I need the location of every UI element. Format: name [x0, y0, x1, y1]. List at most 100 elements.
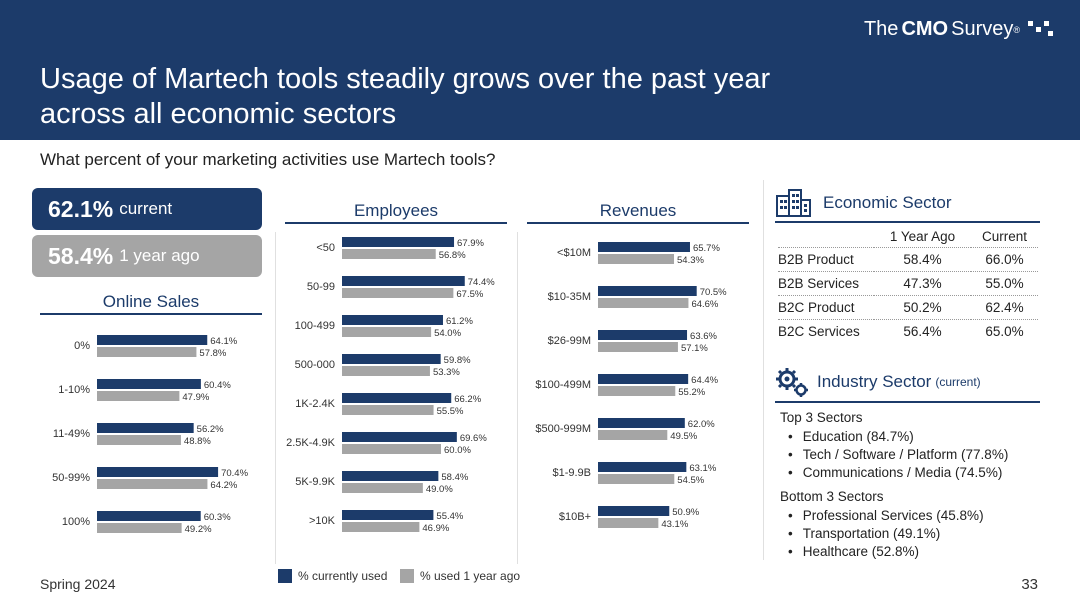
- bar-prior: [598, 430, 668, 440]
- revenues-title: Revenues: [599, 201, 677, 220]
- column-separator: [275, 232, 276, 564]
- bar-current: [342, 432, 457, 442]
- data-label: 66.2%: [454, 394, 481, 405]
- cmo-survey-logo: The CMO Survey ®: [864, 18, 1054, 41]
- sector-current: 55.0%: [971, 271, 1038, 296]
- data-label: 60.0%: [444, 445, 471, 456]
- bar-current: [342, 510, 434, 520]
- data-label: 60.3%: [204, 512, 231, 523]
- data-label: 47.9%: [182, 392, 209, 403]
- data-label: 61.2%: [446, 316, 473, 327]
- bar-current: [97, 379, 201, 389]
- logo-registered-mark: ®: [1013, 24, 1020, 35]
- data-label: 55.5%: [437, 406, 464, 417]
- data-label: 48.8%: [184, 436, 211, 447]
- page-title: Usage of Martech tools steadily grows ov…: [40, 63, 771, 130]
- revenues-rule: [527, 222, 749, 224]
- logo-text-survey: Survey: [951, 18, 1014, 40]
- list-item: Transportation (49.1%): [788, 525, 984, 543]
- data-label: 64.1%: [210, 336, 237, 347]
- data-label: 60.4%: [204, 380, 231, 391]
- bar-prior: [97, 479, 208, 489]
- data-label: 59.8%: [444, 355, 471, 366]
- list-item: Healthcare (52.8%): [788, 543, 984, 561]
- bar-prior: [342, 444, 441, 454]
- tick-label: 1K-2.4K: [295, 398, 335, 410]
- bar-current: [97, 335, 208, 345]
- bar-prior: [342, 327, 432, 337]
- legend-current: % currently used: [278, 569, 387, 583]
- data-label: 55.2%: [678, 387, 705, 398]
- bar-prior: [342, 483, 423, 493]
- data-label: 49.2%: [185, 524, 212, 535]
- tick-label: 50-99%: [52, 472, 90, 484]
- bar-current: [342, 276, 465, 286]
- data-label: 46.9%: [422, 523, 449, 534]
- data-label: 54.0%: [434, 328, 461, 339]
- data-label: 56.2%: [197, 424, 224, 435]
- bar-prior: [598, 254, 675, 264]
- tick-label: <$10M: [557, 247, 591, 259]
- bar-current: [598, 330, 688, 340]
- data-label: 56.8%: [439, 250, 466, 261]
- revenues-chart: <$10M 65.7%54.3% $10-35M 70.5%64.6% $26-99M 6…: [535, 242, 727, 530]
- tick-label: $10B+: [559, 511, 591, 523]
- data-label: 64.4%: [691, 375, 718, 386]
- footer-edition: Spring 2024: [40, 576, 116, 592]
- data-label: 57.8%: [199, 348, 226, 359]
- data-label: 43.1%: [661, 519, 688, 530]
- tick-label: 100%: [62, 516, 90, 528]
- table-header: Current: [982, 229, 1028, 244]
- economic-sector-table: 1 Year Ago Current B2B Product 58.4% 66.…: [778, 226, 1038, 343]
- sector-name: B2C Services: [778, 319, 874, 343]
- data-label: 53.3%: [433, 367, 460, 378]
- column-separator: [517, 232, 518, 564]
- table-row: B2B Services 47.3% 55.0%: [778, 271, 1038, 296]
- table-row: B2C Services 56.4% 65.0%: [778, 319, 1038, 343]
- tick-label: $10-35M: [548, 291, 591, 303]
- table-header-row: 1 Year Ago Current: [778, 226, 1038, 248]
- industry-sector-title: Industry Sector: [817, 372, 932, 391]
- list-item: Professional Services (45.8%): [788, 507, 984, 525]
- online-sales-rule: [40, 313, 262, 315]
- data-label: 64.2%: [210, 480, 237, 491]
- tick-label: >10K: [309, 515, 336, 527]
- data-label: 64.6%: [691, 299, 718, 310]
- bar-prior: [97, 523, 182, 533]
- online-sales-chart: 0% 64.1%57.8% 1-10% 60.4%47.9% 11-49% 56.2%48…: [52, 335, 249, 535]
- sector-current: 62.4%: [971, 295, 1038, 320]
- sector-name: B2B Product: [778, 247, 874, 272]
- legend-prior-label: % used 1 year ago: [420, 569, 521, 583]
- survey-question: What percent of your marketing activitie…: [40, 150, 496, 169]
- prior-value: 58.4%: [48, 242, 114, 269]
- tick-label: 5K-9.9K: [295, 476, 335, 488]
- data-label: 54.5%: [677, 475, 704, 486]
- bar-current: [342, 393, 452, 403]
- online-sales-title: Online Sales: [102, 292, 200, 311]
- economic-sector-header: Economic Sector: [775, 188, 952, 218]
- employees-chart: <50 67.9%56.8% 50-99 74.4%67.5% 100-499 61.2%…: [286, 237, 495, 534]
- bar-prior: [342, 366, 430, 376]
- data-label: 70.4%: [221, 468, 248, 479]
- bar-prior: [598, 474, 675, 484]
- data-label: 50.9%: [672, 507, 699, 518]
- bar-prior: [598, 298, 689, 308]
- bottom-sectors: Bottom 3 Sectors Professional Services (…: [780, 489, 984, 561]
- legend-prior-swatch: [400, 569, 414, 583]
- tick-label: 100-499: [295, 320, 335, 332]
- data-label: 63.1%: [689, 463, 716, 474]
- bar-current: [598, 374, 689, 384]
- data-label: 65.7%: [693, 243, 720, 254]
- logo-dots-icon: [1026, 19, 1054, 41]
- current-summary-badge: 62.1% current: [32, 188, 262, 230]
- data-label: 62.0%: [688, 419, 715, 430]
- tick-label: 11-49%: [53, 428, 90, 440]
- tick-label: 50-99: [307, 281, 335, 293]
- data-label: 67.5%: [456, 289, 483, 300]
- logo-text-cmo: CMO: [901, 18, 949, 40]
- bar-current: [97, 467, 219, 477]
- sector-name: B2C Product: [778, 295, 874, 320]
- data-label: 58.4%: [441, 472, 468, 483]
- sector-prior: 58.4%: [874, 247, 972, 272]
- table-row: B2C Product 50.2% 62.4%: [778, 295, 1038, 320]
